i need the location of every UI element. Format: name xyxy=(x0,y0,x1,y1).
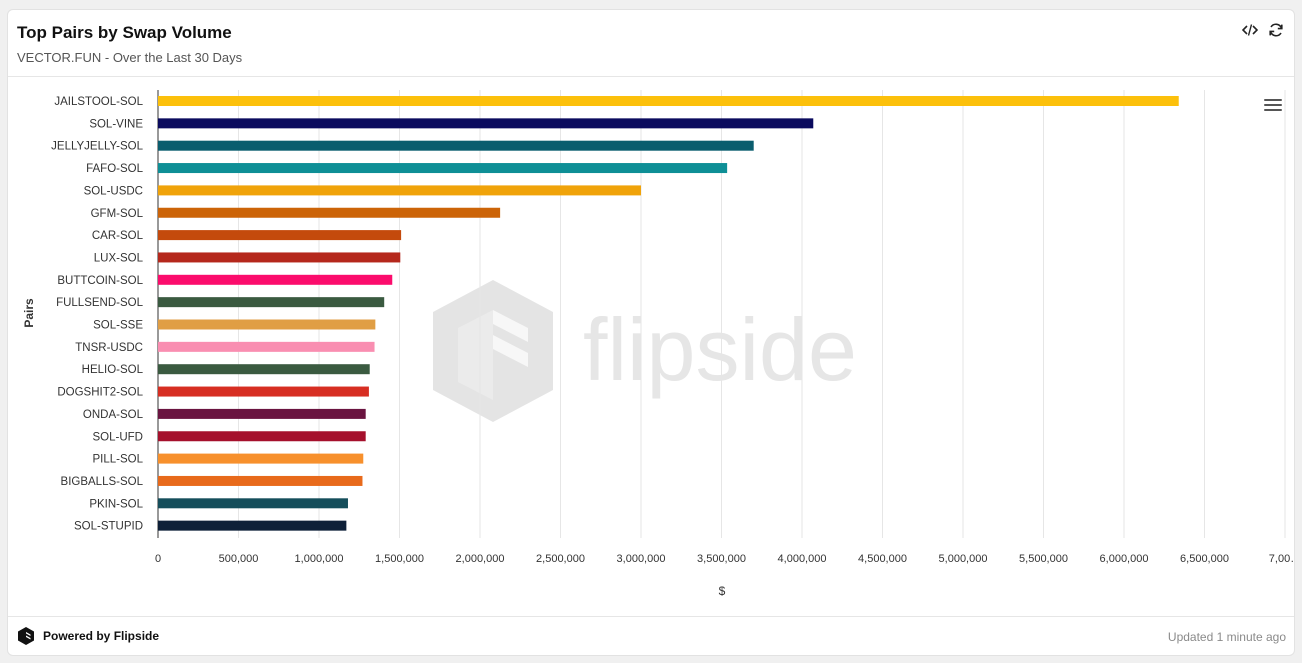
category-label: SOL-USDC xyxy=(84,185,143,197)
bar-gfm-sol[interactable] xyxy=(158,207,501,218)
x-tick-label: 7,00… xyxy=(1269,553,1295,565)
bar-dogshit2-sol[interactable] xyxy=(158,386,369,397)
x-tick-label: 0 xyxy=(155,553,161,565)
bar-chart: flipside JAILSTOOL-SOL SOL-VINE JELLYJELLY… xyxy=(22,90,1295,598)
code-icon[interactable] xyxy=(1242,22,1258,38)
bar-fafo-sol[interactable] xyxy=(158,163,728,174)
bar-pkin-sol[interactable] xyxy=(158,498,348,509)
footer-brand-text: Powered by Flipside xyxy=(43,629,160,643)
chart-title: Top Pairs by Swap Volume xyxy=(17,23,232,42)
bar-sol-usdc[interactable] xyxy=(158,185,641,196)
category-label: CAR-SOL xyxy=(92,230,144,242)
x-tick-label: 500,000 xyxy=(219,553,259,565)
bar-sol-ufd[interactable] xyxy=(158,431,366,442)
bar-helio-sol[interactable] xyxy=(158,364,370,375)
category-label: SOL-SSE xyxy=(93,320,143,332)
x-tick-label: 2,000,000 xyxy=(456,553,505,565)
flipside-watermark: flipside xyxy=(433,280,857,422)
flipside-logo-icon xyxy=(433,280,553,422)
flipside-logo-icon xyxy=(18,627,34,645)
bar-onda-sol[interactable] xyxy=(158,408,366,419)
header-divider xyxy=(8,76,1294,77)
x-tick-label: 4,500,000 xyxy=(858,553,907,565)
category-label: SOL-STUPID xyxy=(74,521,143,533)
x-tick-label: 3,500,000 xyxy=(697,553,746,565)
toolbar xyxy=(1242,22,1284,38)
x-tick-label: 2,500,000 xyxy=(536,553,585,565)
x-tick-label: 5,000,000 xyxy=(939,553,988,565)
x-tick-label: 6,500,000 xyxy=(1180,553,1229,565)
bar-sol-vine[interactable] xyxy=(158,118,814,129)
category-label: BUTTCOIN-SOL xyxy=(57,275,143,287)
category-label: PILL-SOL xyxy=(93,454,144,466)
chart-subtitle: VECTOR.FUN - Over the Last 30 Days xyxy=(17,50,243,65)
chart-menu-icon[interactable] xyxy=(1264,99,1282,113)
x-axis-label: $ xyxy=(719,584,726,598)
chart-card: Top Pairs by Swap Volume VECTOR.FUN - Ov… xyxy=(7,9,1295,656)
category-label: LUX-SOL xyxy=(94,252,144,264)
category-label: FULLSEND-SOL xyxy=(56,297,144,309)
bar-sol-sse[interactable] xyxy=(158,319,376,330)
bar-buttcoin-sol[interactable] xyxy=(158,274,393,285)
category-label: PKIN-SOL xyxy=(89,498,143,510)
bar-sol-stupid[interactable] xyxy=(158,520,347,531)
refresh-icon[interactable] xyxy=(1268,22,1284,38)
category-label: JAILSTOOL-SOL xyxy=(54,96,143,108)
y-axis-label: Pairs xyxy=(22,298,36,328)
category-label: JELLYJELLY-SOL xyxy=(51,141,143,153)
x-tick-label: 1,000,000 xyxy=(295,553,344,565)
bar-fullsend-sol[interactable] xyxy=(158,297,385,308)
x-tick-label: 1,500,000 xyxy=(375,553,424,565)
bar-pill-sol[interactable] xyxy=(158,453,364,464)
category-label: BIGBALLS-SOL xyxy=(61,476,144,488)
category-label: HELIO-SOL xyxy=(82,364,144,376)
x-tick-label: 6,000,000 xyxy=(1100,553,1149,565)
x-tick-label: 3,000,000 xyxy=(617,553,666,565)
bar-bigballs-sol[interactable] xyxy=(158,475,363,486)
bar-car-sol[interactable] xyxy=(158,230,402,241)
x-tick-label: 4,000,000 xyxy=(778,553,827,565)
category-label: GFM-SOL xyxy=(91,208,144,220)
bar-lux-sol[interactable] xyxy=(158,252,401,263)
category-label: SOL-UFD xyxy=(93,431,143,443)
bar-jailstool-sol[interactable] xyxy=(158,96,1179,106)
bar-jellyjelly-sol[interactable] xyxy=(158,140,754,151)
footer-divider xyxy=(8,616,1294,617)
category-label: SOL-VINE xyxy=(89,118,143,130)
category-label: DOGSHIT2-SOL xyxy=(57,387,143,399)
bar-tnsr-usdc[interactable] xyxy=(158,341,375,352)
category-label: FAFO-SOL xyxy=(86,163,143,175)
category-label: ONDA-SOL xyxy=(83,409,144,421)
x-tick-label: 5,500,000 xyxy=(1019,553,1068,565)
watermark-text: flipside xyxy=(583,300,857,399)
footer-brand[interactable]: Powered by Flipside xyxy=(16,626,159,646)
category-label: TNSR-USDC xyxy=(75,342,143,354)
updated-timestamp: Updated 1 minute ago xyxy=(1167,630,1286,644)
